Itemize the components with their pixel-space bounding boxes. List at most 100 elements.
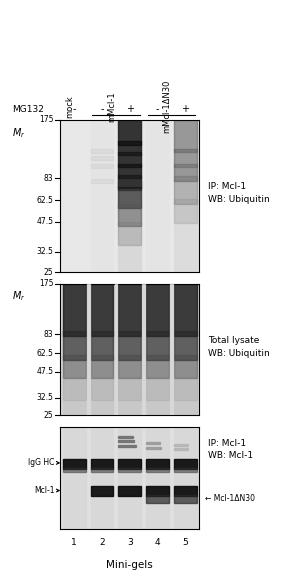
Bar — [146, 447, 161, 449]
Bar — [174, 120, 197, 272]
Bar — [142, 284, 145, 415]
Bar — [118, 222, 141, 245]
Bar — [91, 486, 114, 496]
Bar — [63, 468, 86, 472]
Text: IP: Mcl-1
WB: Mcl-1: IP: Mcl-1 WB: Mcl-1 — [208, 439, 253, 460]
Bar — [118, 175, 141, 178]
Bar — [63, 284, 86, 336]
Text: 25: 25 — [44, 411, 53, 420]
Bar — [118, 427, 141, 529]
Bar — [146, 495, 169, 503]
Bar — [118, 376, 141, 400]
Bar — [174, 355, 197, 378]
Bar — [118, 436, 133, 438]
Bar — [63, 331, 86, 360]
Bar — [63, 284, 86, 415]
Text: 4: 4 — [155, 538, 160, 547]
Text: 62.5: 62.5 — [37, 349, 53, 358]
Bar — [91, 284, 114, 336]
Text: 83: 83 — [44, 174, 53, 183]
Bar — [146, 355, 169, 378]
Bar — [174, 149, 197, 152]
Bar — [91, 284, 114, 415]
Bar — [91, 376, 114, 400]
Text: mock: mock — [65, 95, 74, 118]
Bar — [146, 468, 169, 472]
Text: Total lysate
WB: Ubiquitin: Total lysate WB: Ubiquitin — [208, 336, 270, 357]
Text: -: - — [100, 104, 104, 115]
Bar — [174, 120, 197, 181]
Bar — [146, 459, 169, 469]
Text: 1: 1 — [71, 538, 77, 547]
Bar — [63, 355, 86, 378]
Text: -: - — [156, 104, 159, 115]
Bar — [146, 427, 169, 529]
Bar — [91, 164, 114, 168]
Bar — [146, 120, 169, 272]
Text: 47.5: 47.5 — [37, 367, 53, 376]
Bar — [114, 284, 117, 415]
Bar — [63, 120, 86, 272]
Bar — [118, 120, 141, 188]
Bar — [174, 331, 197, 360]
Text: 3: 3 — [127, 538, 133, 547]
Bar — [63, 376, 86, 400]
Bar — [146, 284, 169, 336]
Bar — [174, 468, 197, 472]
Bar — [174, 448, 188, 450]
Bar — [146, 284, 169, 415]
Bar — [174, 495, 197, 503]
Text: -: - — [72, 104, 76, 115]
Text: 32.5: 32.5 — [37, 393, 53, 402]
Bar — [118, 120, 141, 272]
Text: 2: 2 — [99, 538, 105, 547]
Text: Mcl-1: Mcl-1 — [34, 486, 54, 495]
Bar — [118, 468, 141, 472]
Bar — [91, 427, 114, 529]
Bar — [174, 284, 197, 336]
Bar — [118, 187, 141, 190]
Text: 25: 25 — [44, 267, 53, 277]
Text: 32.5: 32.5 — [37, 247, 53, 256]
Bar — [174, 199, 197, 223]
Bar — [174, 176, 197, 204]
Text: 62.5: 62.5 — [37, 196, 53, 205]
Bar — [170, 284, 173, 415]
Bar — [63, 459, 86, 469]
Bar — [146, 486, 169, 496]
Bar — [87, 284, 90, 415]
Text: $M_r$: $M_r$ — [12, 126, 26, 140]
Text: mMcl-1ΔN30: mMcl-1ΔN30 — [162, 80, 172, 133]
Bar — [91, 355, 114, 378]
Bar — [118, 284, 141, 336]
Bar — [91, 156, 114, 160]
Bar — [118, 164, 141, 167]
Bar — [118, 152, 141, 155]
Bar — [174, 427, 197, 529]
Bar — [118, 440, 134, 442]
Text: +: + — [126, 104, 134, 115]
Bar — [118, 204, 141, 226]
Text: $M_r$: $M_r$ — [12, 289, 26, 303]
Bar — [118, 355, 141, 378]
Text: 175: 175 — [39, 115, 53, 125]
Text: 5: 5 — [182, 538, 188, 547]
Bar — [118, 459, 141, 469]
Bar — [118, 141, 141, 144]
Bar — [118, 486, 141, 496]
Bar — [118, 284, 141, 415]
Bar — [118, 331, 141, 360]
Bar — [146, 442, 160, 444]
Bar — [174, 284, 197, 415]
Text: ← Mcl-1ΔN30: ← Mcl-1ΔN30 — [205, 494, 255, 503]
Bar — [91, 149, 114, 153]
Bar — [146, 376, 169, 400]
Text: +: + — [182, 104, 189, 115]
Bar — [146, 331, 169, 360]
Bar — [118, 181, 141, 208]
Bar — [63, 427, 86, 529]
Text: 83: 83 — [44, 330, 53, 339]
Bar — [174, 164, 197, 167]
Bar — [91, 331, 114, 360]
Text: MG132: MG132 — [12, 105, 44, 114]
